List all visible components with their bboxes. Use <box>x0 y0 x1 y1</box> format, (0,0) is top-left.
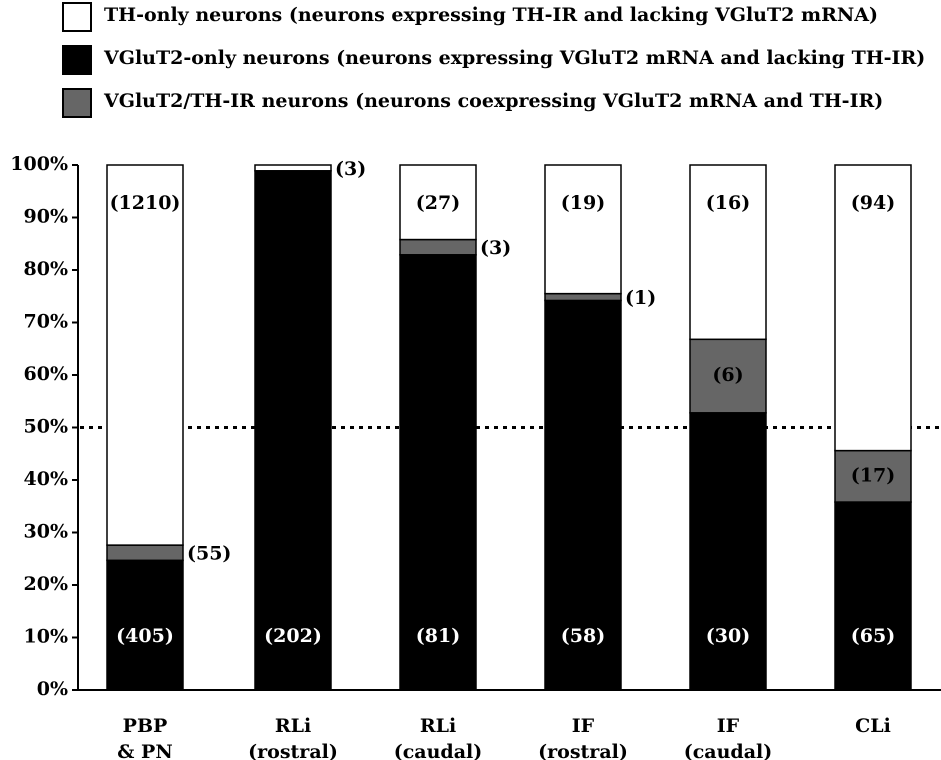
bar-segment <box>544 164 622 295</box>
legend-swatch-white <box>62 2 92 32</box>
data-label: (17) <box>851 464 895 486</box>
data-label: (3) <box>480 237 511 259</box>
y-tick-label: 20% <box>24 573 69 595</box>
y-tick-label: 90% <box>24 206 69 228</box>
bar-segment <box>254 164 332 172</box>
data-label: (58) <box>561 625 605 647</box>
legend-swatch-black <box>62 45 92 75</box>
legend-swatch-gray <box>62 88 92 118</box>
data-label: (1) <box>625 287 656 309</box>
bar-segment <box>399 164 477 241</box>
legend-item-vglut2-only: VGluT2-only neurons (neurons expressing … <box>62 45 941 75</box>
bar-segment <box>689 338 767 414</box>
data-label: (202) <box>264 625 322 647</box>
legend-item-coexpressing: VGluT2/TH-IR neurons (neurons coexpressi… <box>62 88 941 118</box>
data-label: (27) <box>416 192 460 214</box>
data-label: (6) <box>712 364 743 386</box>
category-label: (rostral) <box>538 741 628 760</box>
data-label: (81) <box>416 625 460 647</box>
legend-label: VGluT2-only neurons (neurons expressing … <box>104 47 926 69</box>
y-tick-label: 80% <box>24 258 69 280</box>
category-label: CLi <box>855 715 891 737</box>
legend-label: TH-only neurons (neurons expressing TH-I… <box>104 4 878 26</box>
bar-segment <box>689 412 767 691</box>
category-label: RLi <box>275 715 311 737</box>
data-label: (94) <box>851 192 895 214</box>
bar-segment <box>254 170 332 691</box>
data-label: (1210) <box>110 192 181 214</box>
y-tick-label: 70% <box>24 311 69 333</box>
legend-item-th-only: TH-only neurons (neurons expressing TH-I… <box>62 2 941 32</box>
category-label: (caudal) <box>394 741 483 760</box>
category-label: PBP <box>123 715 168 737</box>
data-label: (65) <box>851 625 895 647</box>
bar-segment <box>834 164 912 452</box>
category-label: (caudal) <box>684 741 773 760</box>
category-label: IF <box>572 715 595 737</box>
bar-segment <box>544 299 622 691</box>
y-tick-label: 60% <box>24 363 69 385</box>
legend-label: VGluT2/TH-IR neurons (neurons coexpressi… <box>104 90 884 112</box>
y-tick-label: 100% <box>10 153 68 175</box>
bar-segment <box>399 238 477 256</box>
y-tick-label: 30% <box>24 521 69 543</box>
category-label: & PN <box>117 741 172 760</box>
data-label: (16) <box>706 192 750 214</box>
bar-segment <box>834 501 912 691</box>
data-label: (405) <box>116 625 174 647</box>
bar-segment <box>689 164 767 341</box>
data-label: (30) <box>706 625 750 647</box>
data-label: (3) <box>335 158 366 180</box>
y-tick-label: 10% <box>24 626 69 648</box>
bar-segment <box>106 164 184 546</box>
bar-segment <box>106 544 184 562</box>
data-label: (55) <box>187 543 231 565</box>
bar-segment <box>834 449 912 503</box>
category-label: RLi <box>420 715 456 737</box>
bar-segment <box>544 292 622 302</box>
y-tick-label: 40% <box>24 468 69 490</box>
category-label: IF <box>717 715 740 737</box>
category-label: (rostral) <box>248 741 338 760</box>
y-tick-label: 0% <box>37 678 68 700</box>
y-tick-label: 50% <box>24 416 69 438</box>
data-label: (19) <box>561 192 605 214</box>
